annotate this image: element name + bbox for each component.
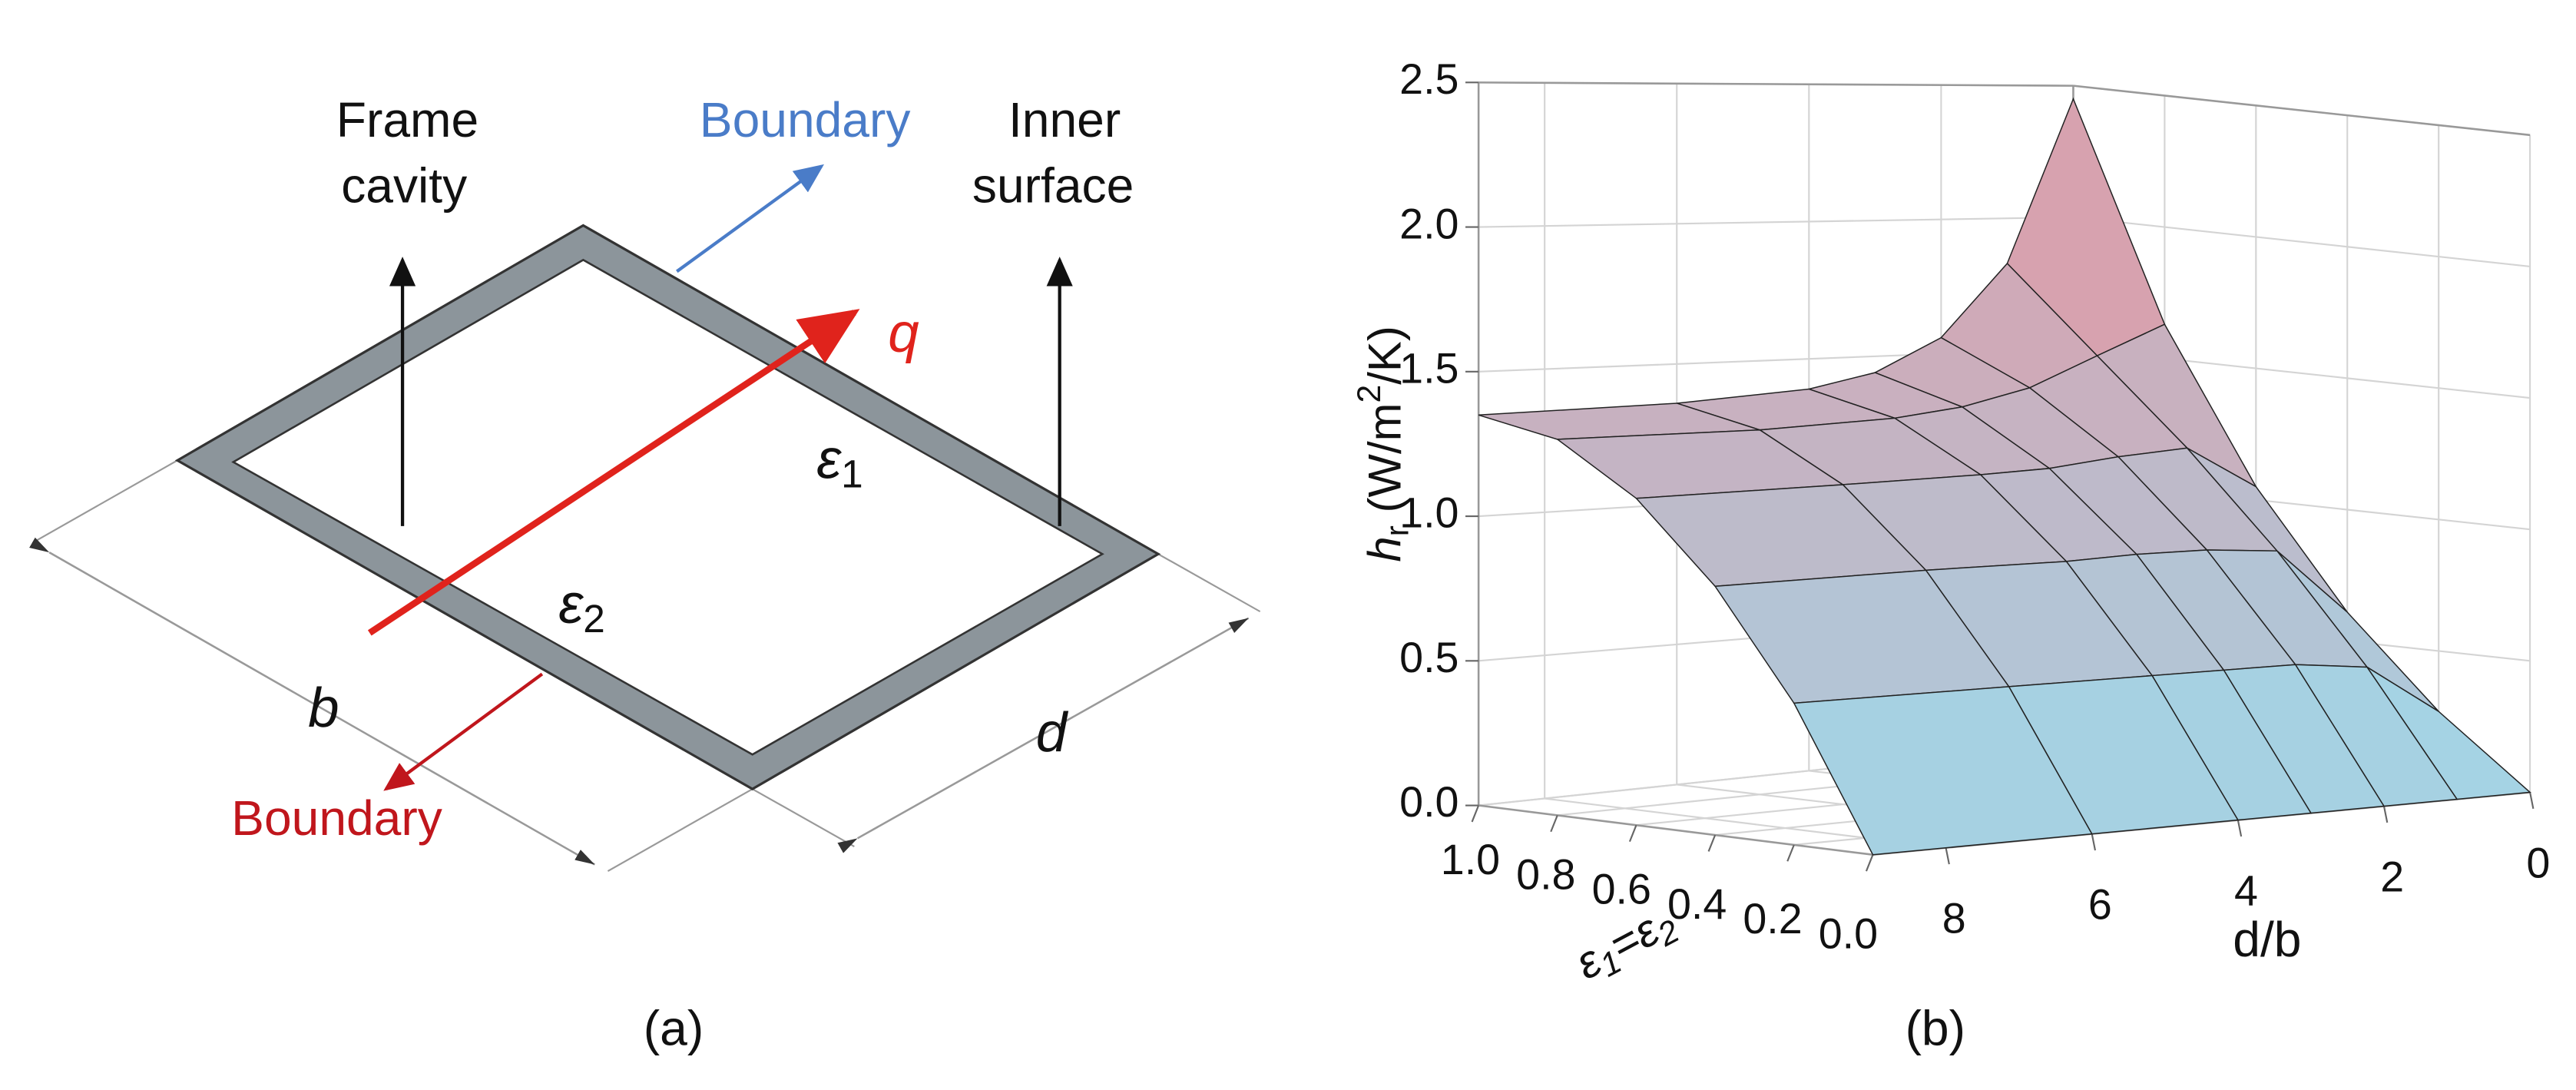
x-tick-label: 2 <box>2380 853 2404 900</box>
z-tick-label: 1.5 <box>1399 345 1459 393</box>
panel-label: (a) <box>644 1001 704 1056</box>
label: ε1 <box>816 429 863 495</box>
tick-mark <box>1786 844 1795 862</box>
z-axis-label: hr (W/m2/K) <box>1351 326 1415 562</box>
x-tick-label: 4 <box>2234 866 2258 914</box>
axis-line <box>1478 81 2074 87</box>
z-tick-label: 0.5 <box>1399 634 1459 681</box>
x-axis-label: d/b <box>2233 912 2301 967</box>
z-tick-label: 2.0 <box>1399 200 1459 247</box>
y-tick-label: 1.0 <box>1441 836 1500 883</box>
tick-mark <box>1945 847 1950 865</box>
x-tick-label: 6 <box>2088 881 2112 929</box>
arrow <box>676 164 824 273</box>
surface-cell <box>1793 686 2093 856</box>
extension-line <box>607 788 753 873</box>
z-tick-label: 1.0 <box>1399 489 1459 537</box>
y-tick-label: 0.0 <box>1819 909 1878 957</box>
tick-mark <box>1865 854 1874 872</box>
label: Boundary <box>700 92 911 147</box>
cavity <box>231 258 1104 756</box>
axis-line <box>1478 804 1873 856</box>
y-tick-label: 0.8 <box>1516 850 1575 898</box>
dimension-b <box>29 537 595 866</box>
y-tick-label: 0.2 <box>1743 895 1802 943</box>
subscript: 2 <box>583 597 605 641</box>
axes: 0 2 4 6 8 0.0 0.2 0.4 0.6 0.8 1.0 0.0 0.5 1.0 1.5 2.0 2.… <box>1399 55 2550 957</box>
panel-label: (b) <box>1906 1001 1965 1056</box>
surface <box>1478 97 2531 856</box>
superscript: 2 <box>1351 385 1388 403</box>
symbol: ε <box>558 573 584 635</box>
label: surface <box>972 157 1134 213</box>
tick-mark <box>1550 814 1558 833</box>
z-tick-label: 2.5 <box>1399 55 1459 103</box>
panel-a: Frame cavity Boundary Inner surface q ε1… <box>29 92 1261 1056</box>
dimension-d <box>837 617 1250 853</box>
unit: /K) <box>1359 326 1410 385</box>
tick-mark <box>2091 833 2097 851</box>
extension-line <box>1157 553 1261 613</box>
label: cavity <box>341 157 467 213</box>
y-tick-label: 0.6 <box>1592 866 1651 913</box>
tick-mark <box>1471 805 1480 823</box>
panel-b: (b) d/b ε1=ε2 hr (W/m2/K) 024680.00.20.4… <box>1351 55 2550 1056</box>
extension-line <box>752 788 855 847</box>
tick-mark <box>2237 820 2243 837</box>
label: b <box>308 677 339 739</box>
y-tick-label: 0.4 <box>1667 880 1727 928</box>
x-tick-label: 0 <box>2526 839 2550 886</box>
symbol: h <box>1359 536 1410 562</box>
z-tick-label: 0.0 <box>1399 778 1459 826</box>
subscript: r <box>1379 525 1416 536</box>
x-tick-label: 8 <box>1942 895 1966 943</box>
label: ε2 <box>558 573 605 640</box>
unit: (W/m <box>1359 403 1410 526</box>
subscript: 1 <box>841 452 863 495</box>
grid-line <box>2073 216 2531 267</box>
extension-line <box>32 459 178 544</box>
label: d <box>1036 701 1069 764</box>
tick-mark <box>1628 824 1637 842</box>
tick-mark <box>1707 834 1717 852</box>
tick-mark <box>2382 806 2389 823</box>
arrow <box>383 672 544 791</box>
flux-arrow <box>367 309 860 636</box>
grid-line <box>1478 216 2074 228</box>
label: Inner <box>1008 92 1121 147</box>
tick-mark <box>2529 792 2535 810</box>
label: Frame <box>336 92 478 147</box>
symbol: ε <box>816 429 842 491</box>
axis-line <box>2073 84 2531 137</box>
label: Boundary <box>231 790 442 846</box>
label: q <box>888 302 919 364</box>
